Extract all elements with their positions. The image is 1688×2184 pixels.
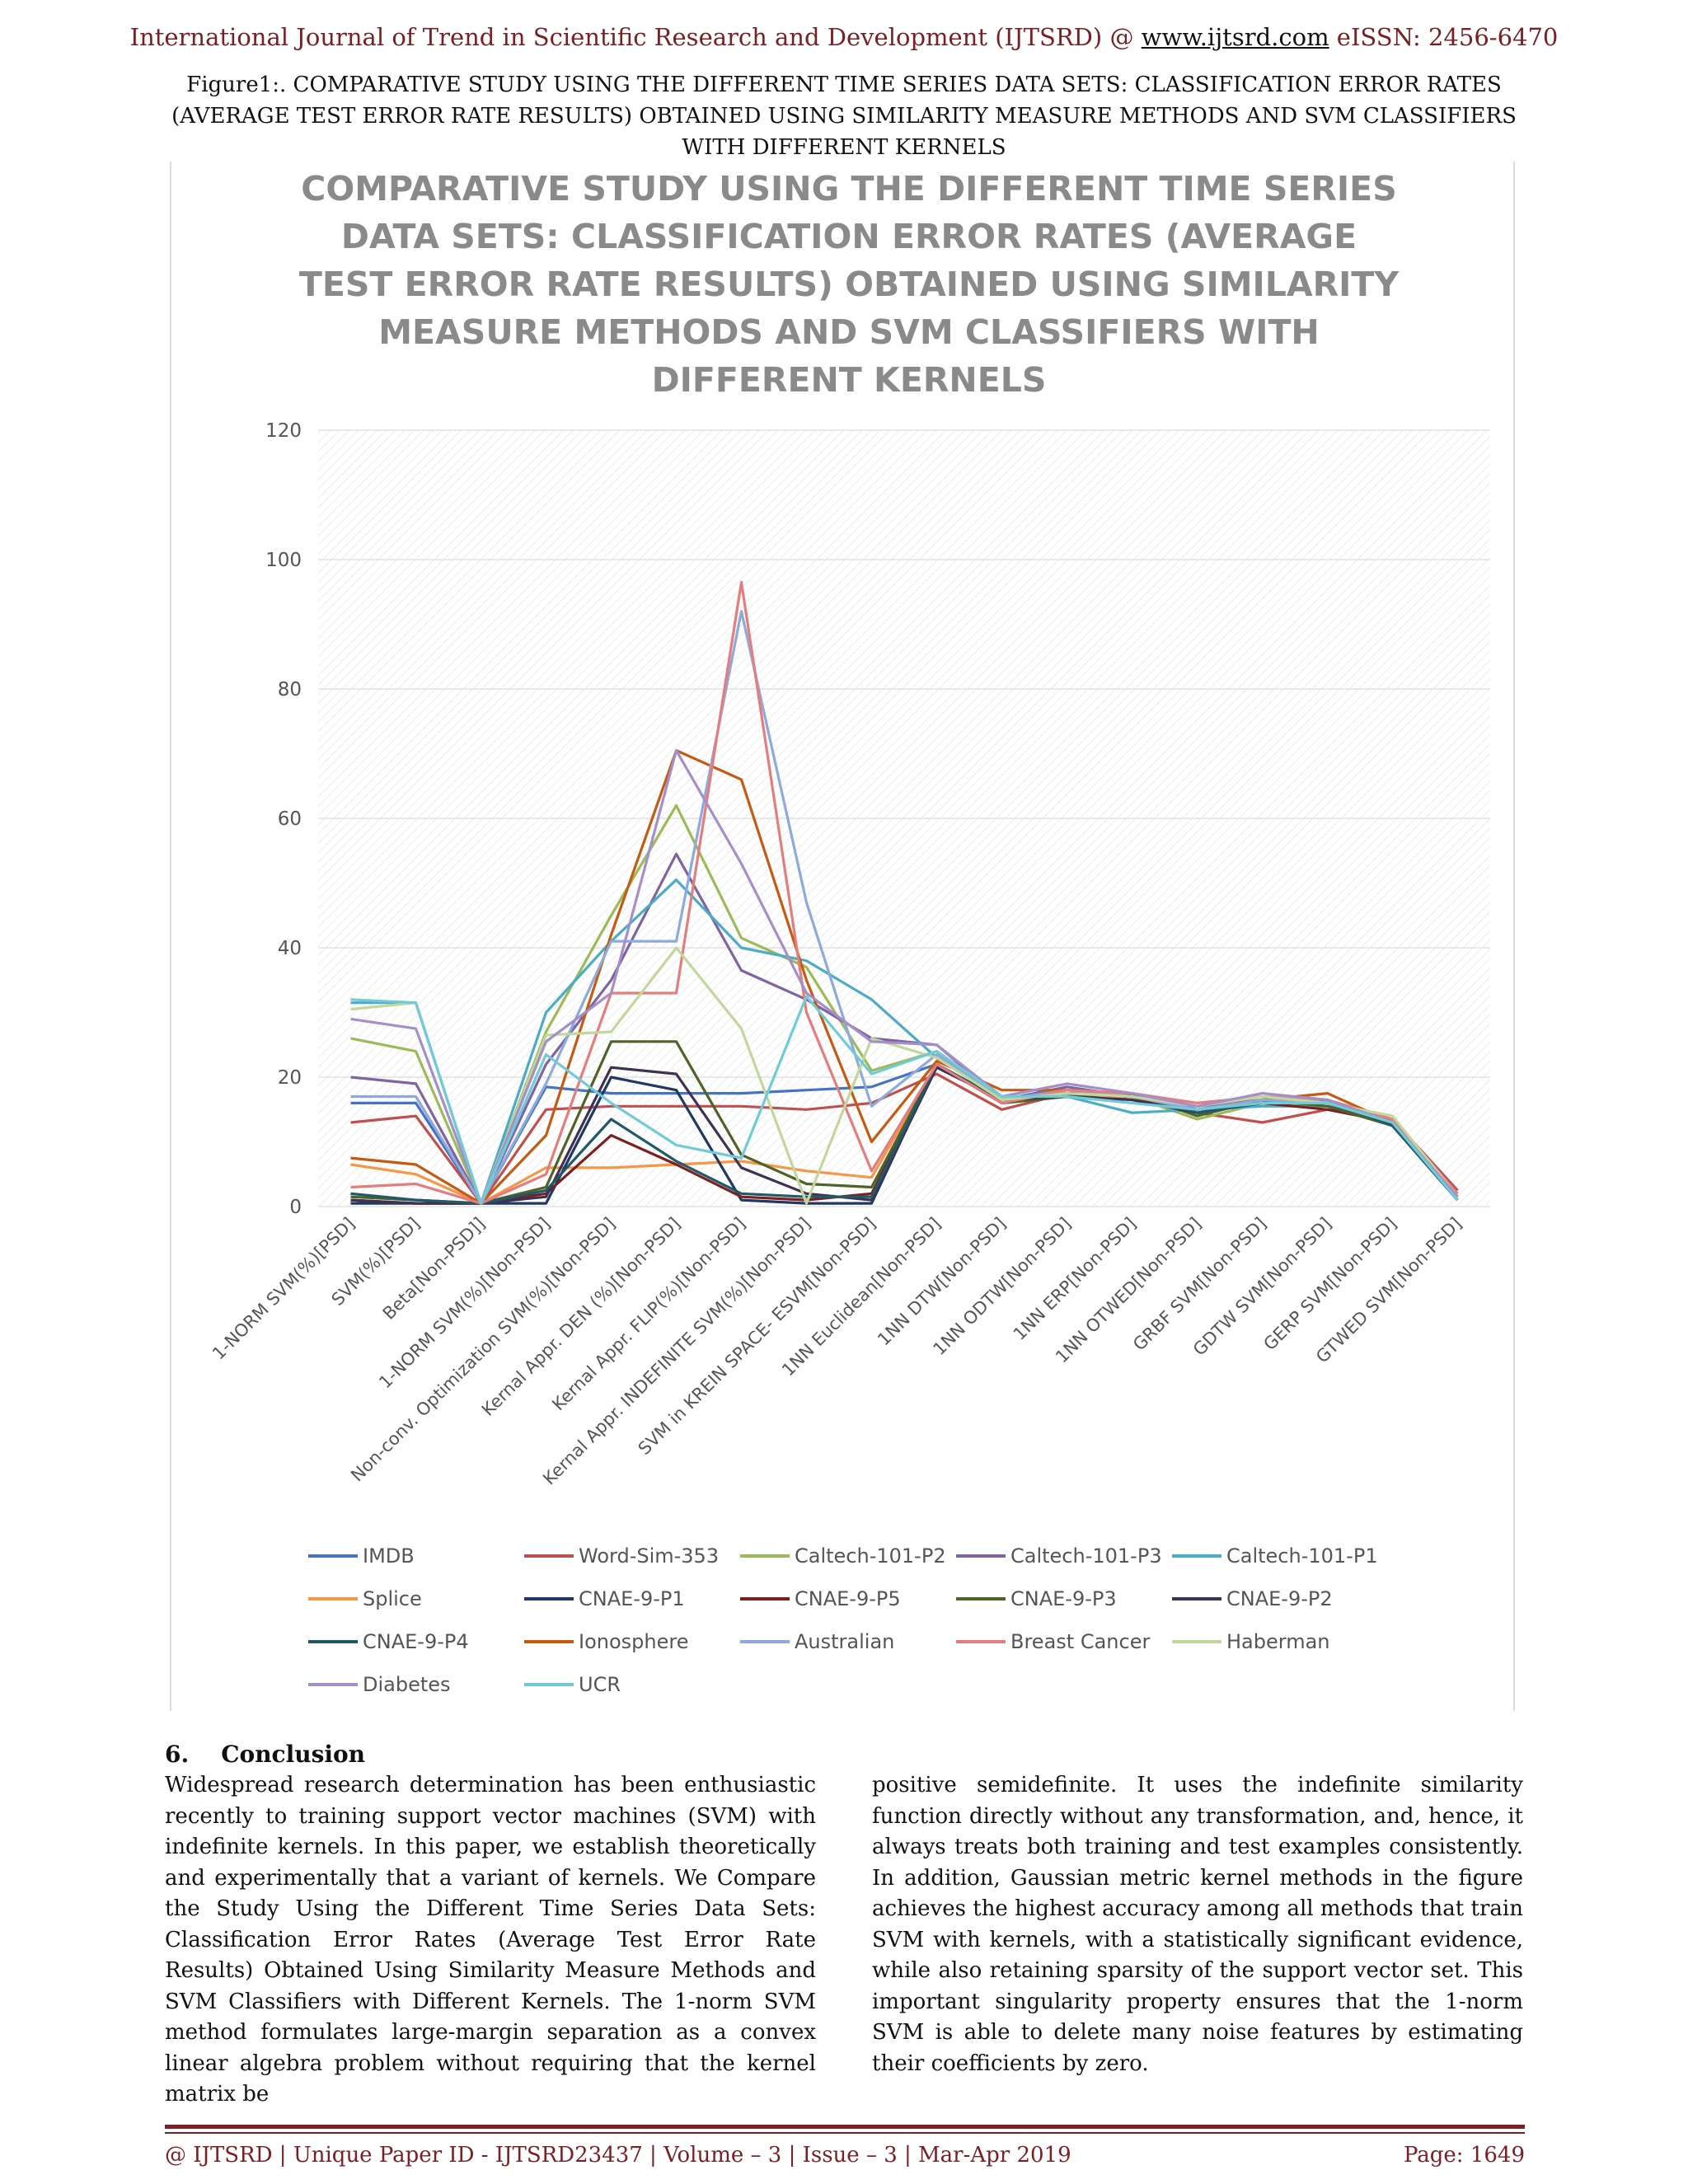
legend-label: Diabetes xyxy=(363,1673,451,1696)
legend-label: CNAE-9-P2 xyxy=(1226,1587,1333,1610)
legend-swatch xyxy=(956,1597,1006,1601)
footer-rule-thick xyxy=(165,2125,1525,2129)
figure-caption: Figure1:. COMPARATIVE STUDY USING THE DI… xyxy=(171,73,1517,160)
legend-swatch xyxy=(524,1640,574,1643)
series-line-word-sim-353 xyxy=(350,1072,1459,1205)
legend-item: Haberman xyxy=(1172,1630,1330,1653)
y-tick-label: 40 xyxy=(278,938,302,959)
legend-label: IMDB xyxy=(363,1544,415,1568)
legend-swatch xyxy=(1172,1640,1221,1643)
series-line-diabetes xyxy=(350,749,1459,1205)
legend-item: UCR xyxy=(524,1673,621,1696)
journal-header: International Journal of Trend in Scient… xyxy=(0,23,1688,51)
legend-item: Caltech-101-P2 xyxy=(740,1544,946,1568)
y-tick-label: 120 xyxy=(265,420,302,442)
legend-swatch xyxy=(308,1554,358,1558)
legend-label: CNAE-9-P5 xyxy=(795,1587,901,1610)
y-tick-label: 0 xyxy=(289,1197,302,1218)
x-tick-label: 1NN ERP[Non-PSD] xyxy=(1010,1214,1140,1344)
legend-label: Word-Sim-353 xyxy=(579,1544,720,1568)
section-heading: 6. Conclusion xyxy=(165,1741,365,1768)
legend-label: Caltech-101-P1 xyxy=(1226,1544,1378,1568)
legend-item: CNAE-9-P1 xyxy=(524,1587,685,1610)
series-line-ucr xyxy=(350,995,1459,1205)
legend-item: Ionosphere xyxy=(524,1630,688,1653)
legend-swatch xyxy=(740,1554,790,1558)
legend-swatch xyxy=(308,1683,358,1686)
x-tick-label: GERP SVM[Non-PSD] xyxy=(1259,1214,1400,1355)
legend-item: CNAE-9-P4 xyxy=(308,1630,469,1653)
y-tick-label: 20 xyxy=(278,1067,302,1089)
figure-frame xyxy=(170,162,1515,1711)
series-line-australian xyxy=(350,610,1459,1205)
y-tick-label: 80 xyxy=(278,679,302,701)
x-tick-label: 1NN DTW[Non-PSD] xyxy=(874,1214,1010,1350)
footer-page-number: Page: 1649 xyxy=(1403,2143,1525,2168)
journal-header-prefix: International Journal of Trend in Scient… xyxy=(129,23,1142,51)
legend-item: Word-Sim-353 xyxy=(524,1544,719,1568)
legend-swatch xyxy=(740,1597,790,1601)
legend-label: Caltech-101-P2 xyxy=(795,1544,946,1568)
legend-swatch xyxy=(956,1640,1006,1643)
legend-label: Caltech-101-P3 xyxy=(1010,1544,1162,1568)
series-line-caltech-101-p1 xyxy=(350,878,1459,1205)
legend-swatch xyxy=(740,1640,790,1643)
journal-website-link[interactable]: www.ijtsrd.com xyxy=(1141,23,1329,51)
legend-swatch xyxy=(524,1554,574,1558)
series-line-haberman xyxy=(350,946,1459,1205)
journal-header-suffix: eISSN: 2456-6470 xyxy=(1329,23,1559,51)
footer-paper-info: @ IJTSRD | Unique Paper ID - IJTSRD23437… xyxy=(165,2143,1071,2168)
legend-swatch xyxy=(308,1597,358,1601)
x-tick-label: SVM in KREIN SPACE- ESVM[Non-PSD] xyxy=(635,1214,879,1459)
legend-swatch xyxy=(524,1597,574,1601)
legend-swatch xyxy=(308,1640,358,1643)
y-tick-label: 60 xyxy=(278,808,302,830)
section-number: 6. xyxy=(165,1741,190,1768)
chart-title: COMPARATIVE STUDY USING THE DIFFERENT TI… xyxy=(298,169,1400,400)
legend-item: Australian xyxy=(740,1630,894,1653)
legend-label: Ionosphere xyxy=(579,1630,689,1653)
legend-item: Diabetes xyxy=(308,1673,451,1696)
conclusion-paragraph-left: Widespread research determination has be… xyxy=(165,1773,816,2107)
legend-label: CNAE-9-P1 xyxy=(579,1587,685,1610)
legend-swatch xyxy=(1172,1597,1221,1601)
legend-label: Splice xyxy=(363,1587,422,1610)
section-title: Conclusion xyxy=(221,1741,366,1768)
legend-label: UCR xyxy=(579,1673,621,1696)
legend-item: CNAE-9-P3 xyxy=(956,1587,1117,1610)
legend-item: CNAE-9-P5 xyxy=(740,1587,901,1610)
legend-label: CNAE-9-P4 xyxy=(363,1630,469,1653)
footer-rule-thin xyxy=(165,2132,1525,2134)
legend-swatch xyxy=(524,1683,574,1686)
legend-item: Splice xyxy=(308,1587,422,1610)
legend-label: CNAE-9-P3 xyxy=(1010,1587,1117,1610)
legend-swatch xyxy=(956,1554,1006,1558)
legend-swatch xyxy=(1172,1554,1221,1558)
legend-item: CNAE-9-P2 xyxy=(1172,1587,1333,1610)
legend-item: Caltech-101-P3 xyxy=(956,1544,1162,1568)
legend-item: IMDB xyxy=(308,1544,415,1568)
legend-label: Breast Cancer xyxy=(1010,1630,1151,1653)
legend-item: Breast Cancer xyxy=(956,1630,1150,1653)
legend-label: Haberman xyxy=(1226,1630,1330,1653)
legend-label: Australian xyxy=(795,1630,895,1653)
legend-item: Caltech-101-P1 xyxy=(1172,1544,1378,1568)
conclusion-paragraph-right: positive semidefinite. It uses the indef… xyxy=(872,1773,1523,2076)
x-tick-label: GRBF SVM[Non-PSD] xyxy=(1129,1214,1270,1355)
y-tick-label: 100 xyxy=(265,550,302,571)
